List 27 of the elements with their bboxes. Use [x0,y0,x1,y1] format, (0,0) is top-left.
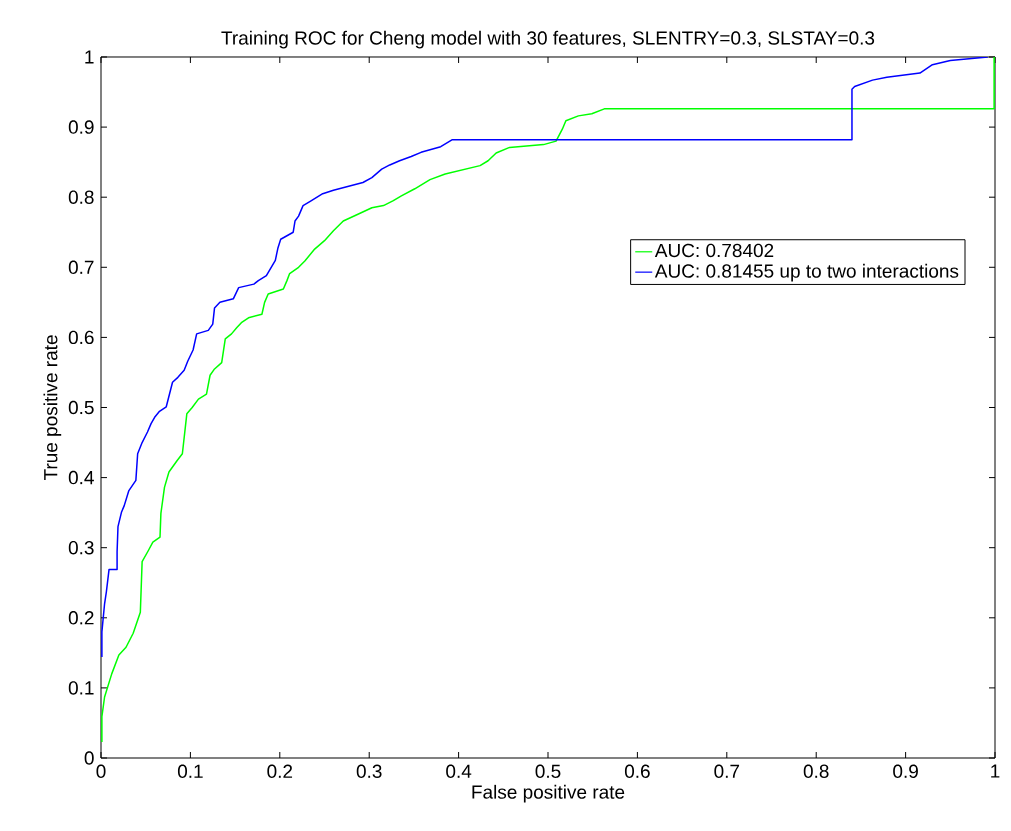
chart-title: Training ROC for Cheng model with 30 features, SLENTRY=0.3, SLSTAY=0.3 [221,30,875,49]
y-tick-label: 1 [85,50,94,64]
x-tick-label: 0.8 [803,764,829,778]
x-tick-label: 0.6 [624,764,650,778]
y-tick-label: 0.9 [68,120,94,134]
legend-label: AUC: 0.81455 up to two interactions [654,263,959,282]
y-axis-title: True positive rate [43,335,62,481]
y-tick-label: 0.6 [68,330,94,345]
legend-label: AUC: 0.78402 [654,243,774,258]
x-tick-label: 0.2 [267,764,293,778]
x-tick-label: 0 [96,764,106,778]
x-tick-label: 0.9 [893,764,918,778]
y-tick-label: 0.1 [68,681,94,695]
x-tick-label: 0.4 [446,764,472,778]
x-tick-label: 0.5 [535,764,561,778]
x-axis-title: False positive rate [472,784,625,803]
y-tick-label: 0.4 [68,470,94,485]
x-tick-label: 0.3 [356,764,382,778]
y-tick-label: 0.8 [68,190,94,204]
x-tick-label: 0.1 [177,764,203,778]
y-tick-label: 0.2 [68,611,94,625]
y-tick-label: 0 [84,751,94,765]
x-tick-label: 1 [991,764,1000,778]
y-tick-label: 0.5 [68,400,94,415]
y-tick-label: 0.3 [68,540,94,555]
y-tick-label: 0.7 [68,260,94,275]
x-tick-label: 0.7 [714,764,740,778]
